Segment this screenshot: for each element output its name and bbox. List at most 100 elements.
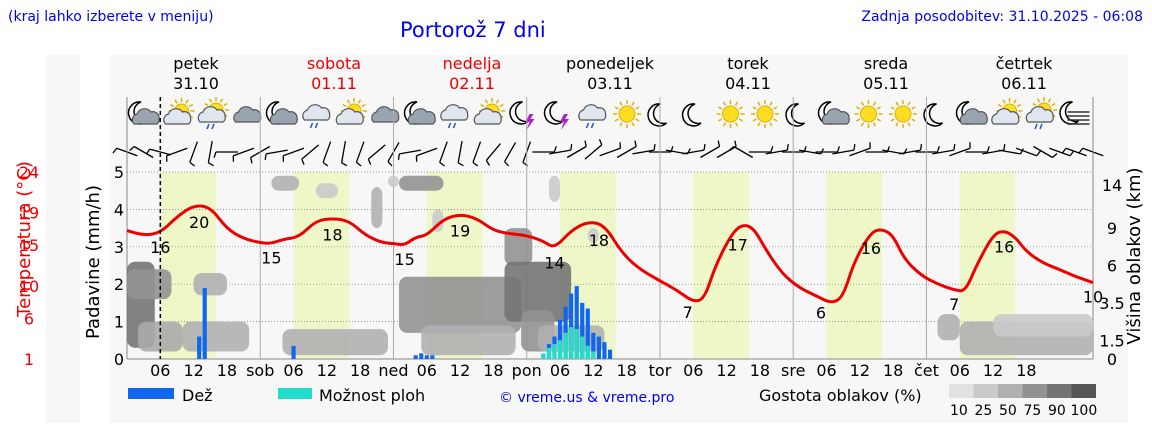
sun-ray	[635, 118, 640, 122]
wind-barb-flag	[213, 151, 217, 158]
temperature-value-label: 18	[322, 225, 342, 244]
sun-ray	[619, 122, 623, 127]
sun-ray	[188, 103, 194, 108]
wind-barb	[282, 147, 305, 162]
day-date: 06.11	[1001, 74, 1047, 93]
wind-barb-shaft	[457, 141, 463, 163]
x-tick-label: 12	[317, 361, 337, 380]
wind-barb-flag	[356, 161, 362, 167]
wind-barb-shaft	[566, 145, 587, 159]
cloud-shape	[440, 104, 469, 121]
x-tick-label: 06	[950, 361, 970, 380]
wind-barb-shaft	[207, 141, 213, 163]
sun-cloud-icon	[991, 98, 1023, 125]
cloud-shape	[959, 108, 988, 125]
wind-barb-flag	[936, 146, 940, 153]
wind-barb	[849, 142, 871, 157]
wind-barb-shaft	[733, 145, 754, 159]
wind-barb-flag	[919, 144, 923, 151]
sun-ray	[911, 118, 916, 122]
sun-ray	[169, 103, 175, 108]
rain-cloud-icon	[578, 104, 607, 129]
sun-icon	[613, 100, 641, 128]
rain-bar	[197, 336, 202, 359]
wind-barb	[765, 144, 789, 155]
sun-ray	[856, 118, 861, 122]
sun-ray	[1016, 103, 1022, 108]
credit-link[interactable]: © vreme.us & vreme.pro	[499, 390, 674, 406]
precipitation-tick-label: 5	[114, 163, 124, 182]
wind-barb-shaft	[265, 149, 288, 155]
wind-barb-flag	[472, 161, 479, 167]
precipitation-ticks: 0 1 2 3 4 5	[114, 163, 124, 369]
wind-barb	[457, 141, 464, 167]
sun-ray	[860, 122, 865, 127]
rain-bar	[424, 355, 429, 359]
wind-barb	[213, 151, 238, 158]
lightning-bolt	[525, 114, 535, 130]
sun-ray	[357, 99, 362, 104]
x-tick-label: tor	[649, 361, 672, 380]
sun-cloud-icon	[473, 98, 505, 125]
x-tick-label: čet	[914, 361, 939, 380]
wind-barb-flag	[145, 148, 151, 155]
sun-disc	[722, 105, 739, 123]
cloud-density-scale: 10 25 50 75 90 100	[949, 384, 1097, 419]
wind-barb-shaft	[832, 149, 855, 155]
wind-barb	[616, 140, 637, 159]
rain-drop	[314, 122, 319, 129]
sun-ray	[346, 99, 351, 104]
sun-ray	[722, 122, 727, 127]
day-name: torek	[727, 54, 769, 73]
sun-ray	[1051, 102, 1056, 107]
rain-drop	[447, 122, 452, 129]
x-tick-label: 06	[816, 361, 836, 380]
wind-barb-flag	[1061, 147, 1067, 154]
x-tick-label: 06	[417, 361, 437, 380]
shower-bar	[563, 332, 568, 359]
rain-bar	[591, 332, 596, 359]
legend-shower-swatch	[278, 388, 312, 399]
x-tick-label: 06	[150, 361, 170, 380]
wind-barb-flag	[986, 146, 990, 153]
wind-barb-flag	[598, 139, 603, 146]
sun-ray	[876, 118, 881, 122]
cloud-height-tick-label: 0	[1107, 350, 1117, 369]
cloud-blob	[182, 321, 250, 352]
temperature-axis-title: Temperatura (°C)	[14, 161, 35, 318]
location-hint[interactable]: (kraj lahko izberete v meniju)	[8, 9, 214, 25]
sun-ray	[631, 122, 635, 127]
wind-barb-flag	[717, 140, 721, 147]
wind-barb	[1049, 147, 1075, 157]
wind-barb-shaft	[998, 149, 1021, 155]
sun-ray	[872, 101, 877, 106]
sun-ray	[769, 122, 773, 127]
sun-ray	[219, 98, 224, 103]
cloud-density-legend-title: Gostota oblakov (%)	[759, 386, 922, 405]
precipitation-tick-label: 2	[114, 275, 124, 294]
temperature-value-label: 20	[189, 213, 209, 232]
wind-barb-shaft	[1015, 147, 1037, 157]
wind-barb	[566, 140, 587, 159]
shower-bar	[557, 340, 563, 359]
wind-barb-shaft	[340, 141, 347, 163]
sun-ray	[635, 106, 640, 110]
wind-barb	[472, 141, 482, 167]
sun-ray	[907, 101, 911, 106]
cloud-height-axis-title: Višina oblakov (km)	[1124, 167, 1145, 344]
moon-shape	[543, 101, 564, 125]
wind-barb-shaft	[932, 149, 955, 155]
wind-barb	[301, 144, 320, 165]
cloud-icon	[371, 106, 400, 123]
shower-bar	[591, 351, 596, 359]
wind-barb-shaft	[549, 149, 571, 155]
sun-disc	[894, 105, 912, 123]
x-tick-label: 06	[683, 361, 703, 380]
precipitation-tick-label: 1	[114, 313, 124, 332]
wind-barb	[584, 139, 603, 160]
day-name: petek	[173, 54, 219, 73]
density-swatch	[998, 384, 1023, 398]
wind-barb-shaft	[765, 149, 788, 155]
sun-ray	[757, 101, 761, 106]
temperature-ticks: 1 6 10 15 19 24	[19, 163, 39, 369]
